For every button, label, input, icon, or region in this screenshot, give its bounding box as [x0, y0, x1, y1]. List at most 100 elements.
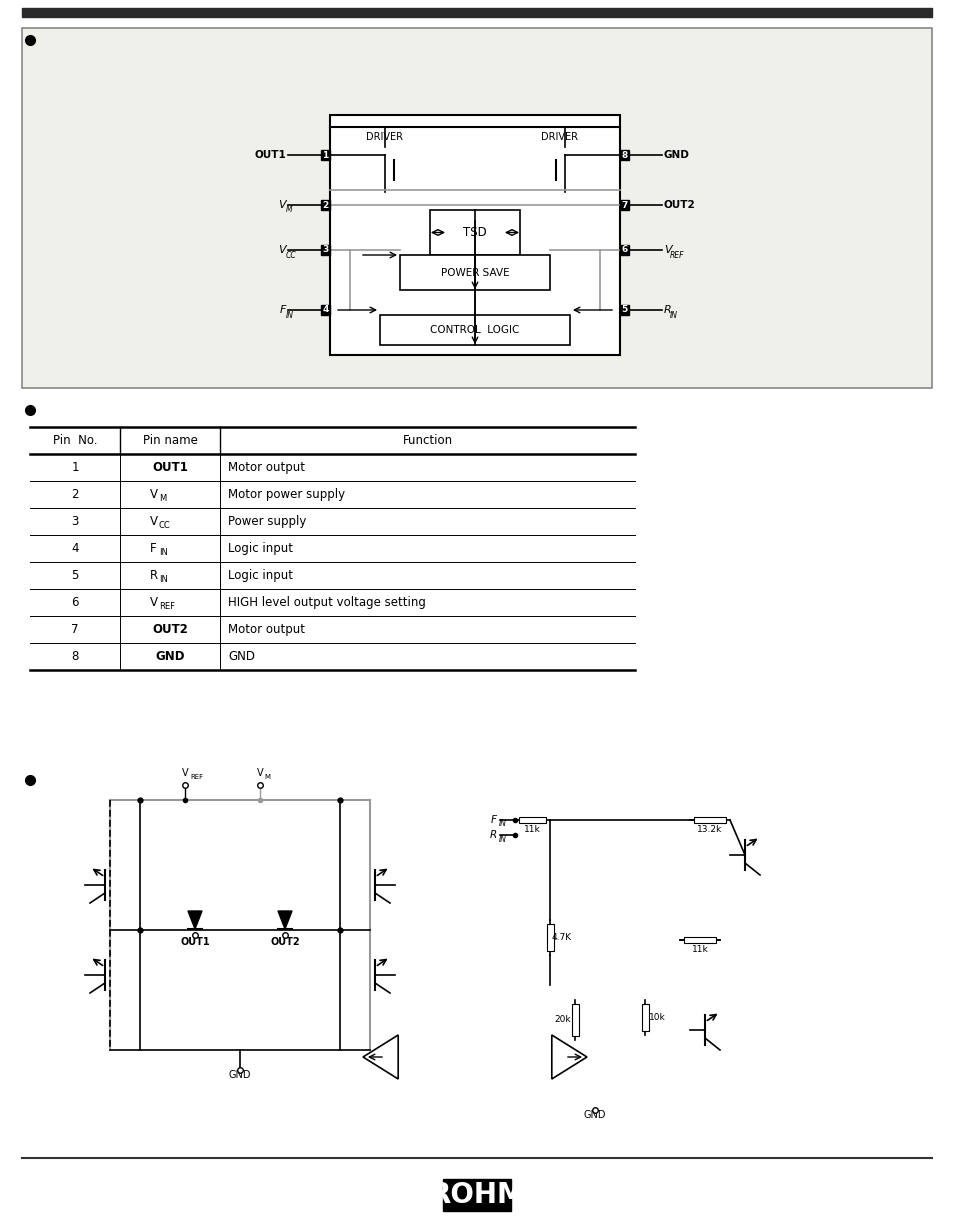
Bar	[399, 255, 550, 290]
Bar	[619, 200, 628, 210]
Text: OUT2: OUT2	[152, 623, 188, 636]
Text: 6: 6	[620, 245, 627, 254]
Text: 4.7K: 4.7K	[552, 933, 572, 942]
Bar	[320, 245, 330, 255]
Text: 7: 7	[71, 623, 79, 636]
Bar	[320, 150, 330, 160]
Text: 11k: 11k	[523, 825, 540, 833]
Text: Power supply: Power supply	[228, 515, 306, 528]
Text: 5: 5	[620, 306, 627, 314]
Text: 13.2k: 13.2k	[697, 825, 721, 833]
Bar	[546, 924, 554, 951]
Text: M: M	[286, 205, 293, 215]
Text: V: V	[256, 768, 263, 778]
Text: Logic input: Logic input	[228, 569, 293, 582]
Bar	[641, 1004, 648, 1031]
Text: CC: CC	[286, 250, 296, 259]
Text: 6: 6	[71, 596, 79, 609]
Text: V: V	[150, 515, 158, 528]
Bar	[430, 210, 519, 255]
Text: V: V	[181, 768, 188, 778]
Bar	[572, 1004, 578, 1036]
Bar	[379, 315, 569, 345]
Text: CONTROL  LOGIC: CONTROL LOGIC	[430, 325, 519, 335]
Text: REF: REF	[190, 774, 203, 780]
Polygon shape	[277, 910, 292, 929]
Text: F: F	[491, 815, 497, 825]
Text: F: F	[150, 542, 156, 555]
Text: IN: IN	[669, 310, 678, 319]
Text: DRIVER: DRIVER	[366, 133, 403, 142]
Text: M: M	[159, 494, 166, 503]
Text: 7: 7	[620, 200, 627, 210]
Text: 1: 1	[322, 151, 328, 160]
Text: 3: 3	[322, 245, 328, 254]
Text: Logic input: Logic input	[228, 542, 293, 555]
Text: TSD: TSD	[462, 226, 486, 239]
Text: 10k: 10k	[648, 1014, 664, 1022]
Polygon shape	[363, 1036, 397, 1079]
Text: POWER SAVE: POWER SAVE	[440, 267, 509, 277]
Text: V: V	[663, 245, 671, 255]
Text: Motor output: Motor output	[228, 623, 305, 636]
Text: R: R	[150, 569, 158, 582]
Text: Pin  No.: Pin No.	[52, 434, 97, 447]
Text: CC: CC	[159, 521, 171, 530]
Text: 11k: 11k	[691, 945, 708, 953]
Bar	[693, 817, 725, 823]
Text: GND: GND	[155, 650, 185, 663]
Text: Pin name: Pin name	[142, 434, 197, 447]
Text: OUT1: OUT1	[254, 150, 286, 160]
Bar	[330, 115, 619, 355]
Text: OUT1: OUT1	[152, 461, 188, 474]
Text: 20k: 20k	[554, 1016, 571, 1025]
Text: 4: 4	[322, 306, 329, 314]
Text: ROHM: ROHM	[429, 1182, 524, 1209]
Text: GND: GND	[663, 150, 689, 160]
Text: V: V	[150, 596, 158, 609]
Bar	[320, 306, 330, 315]
Text: REF: REF	[669, 250, 684, 259]
Bar	[22, 28, 931, 388]
Polygon shape	[188, 910, 202, 929]
Text: 4: 4	[71, 542, 79, 555]
Text: M: M	[264, 774, 270, 780]
Bar	[619, 306, 628, 315]
Text: V: V	[278, 200, 286, 210]
Text: R: R	[489, 829, 497, 840]
Text: Motor output: Motor output	[228, 461, 305, 474]
Text: GND: GND	[583, 1110, 605, 1120]
Text: OUT2: OUT2	[270, 937, 299, 947]
Text: DRIVER: DRIVER	[541, 133, 578, 142]
Text: IN: IN	[159, 575, 168, 584]
Text: R: R	[663, 306, 671, 315]
Text: V: V	[278, 245, 286, 255]
Bar	[619, 150, 628, 160]
Bar	[442, 1179, 511, 1211]
Bar	[22, 9, 931, 17]
Text: 5: 5	[71, 569, 78, 582]
Text: F: F	[279, 306, 286, 315]
Text: 2: 2	[322, 200, 328, 210]
Text: IN: IN	[498, 820, 506, 828]
Bar	[683, 937, 716, 944]
Polygon shape	[551, 1036, 586, 1079]
Text: IN: IN	[159, 548, 168, 557]
Text: GND: GND	[228, 650, 254, 663]
Text: IN: IN	[286, 310, 294, 319]
Text: 3: 3	[71, 515, 78, 528]
Text: IN: IN	[498, 834, 506, 843]
Text: 1: 1	[71, 461, 79, 474]
Text: 2: 2	[71, 488, 79, 501]
Bar	[320, 200, 330, 210]
Text: 8: 8	[71, 650, 78, 663]
Text: Function: Function	[402, 434, 452, 447]
Text: V: V	[150, 488, 158, 501]
Bar	[619, 245, 628, 255]
Text: OUT2: OUT2	[663, 200, 695, 210]
Text: Motor power supply: Motor power supply	[228, 488, 345, 501]
Text: HIGH level output voltage setting: HIGH level output voltage setting	[228, 596, 425, 609]
Text: REF: REF	[159, 602, 174, 611]
Bar	[518, 817, 545, 823]
Text: GND: GND	[229, 1070, 251, 1080]
